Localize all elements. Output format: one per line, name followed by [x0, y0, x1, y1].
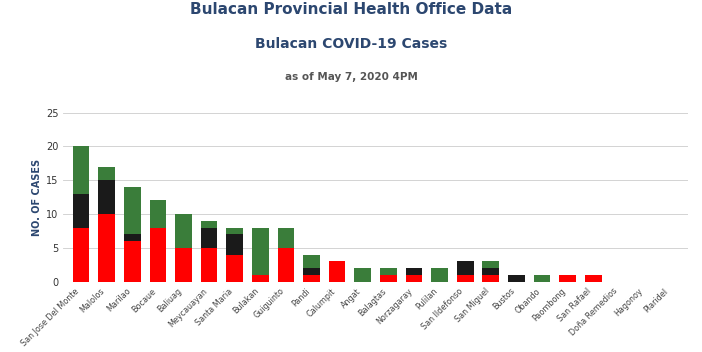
Bar: [124, 187, 140, 234]
Bar: [303, 254, 320, 268]
Bar: [201, 227, 218, 248]
Bar: [585, 275, 602, 282]
Bar: [277, 248, 294, 282]
Text: as of May 7, 2020 4PM: as of May 7, 2020 4PM: [284, 72, 418, 82]
Bar: [457, 275, 474, 282]
Bar: [150, 201, 166, 227]
Bar: [252, 227, 269, 275]
Bar: [98, 214, 115, 282]
Text: Bulacan COVID-19 Cases: Bulacan COVID-19 Cases: [255, 37, 447, 51]
Bar: [508, 275, 524, 282]
Text: Bulacan Provincial Health Office Data: Bulacan Provincial Health Office Data: [190, 2, 512, 17]
Bar: [176, 214, 192, 248]
Bar: [355, 268, 371, 282]
Bar: [482, 275, 499, 282]
Bar: [98, 180, 115, 214]
Bar: [124, 234, 140, 241]
Bar: [252, 275, 269, 282]
Bar: [380, 275, 397, 282]
Bar: [457, 261, 474, 275]
Bar: [98, 167, 115, 180]
Bar: [329, 261, 345, 282]
Bar: [277, 227, 294, 248]
Bar: [150, 227, 166, 282]
Bar: [124, 241, 140, 282]
Bar: [431, 268, 448, 282]
Bar: [303, 268, 320, 275]
Bar: [201, 221, 218, 227]
Bar: [559, 275, 576, 282]
Bar: [73, 194, 89, 227]
Bar: [73, 146, 89, 194]
Bar: [482, 261, 499, 268]
Bar: [482, 268, 499, 275]
Bar: [176, 248, 192, 282]
Bar: [201, 248, 218, 282]
Bar: [227, 234, 243, 254]
Bar: [227, 254, 243, 282]
Bar: [227, 227, 243, 234]
Bar: [406, 275, 423, 282]
Bar: [303, 275, 320, 282]
Bar: [380, 268, 397, 275]
Bar: [534, 275, 550, 282]
Bar: [406, 268, 423, 275]
Y-axis label: NO. OF CASES: NO. OF CASES: [32, 158, 41, 236]
Bar: [73, 227, 89, 282]
